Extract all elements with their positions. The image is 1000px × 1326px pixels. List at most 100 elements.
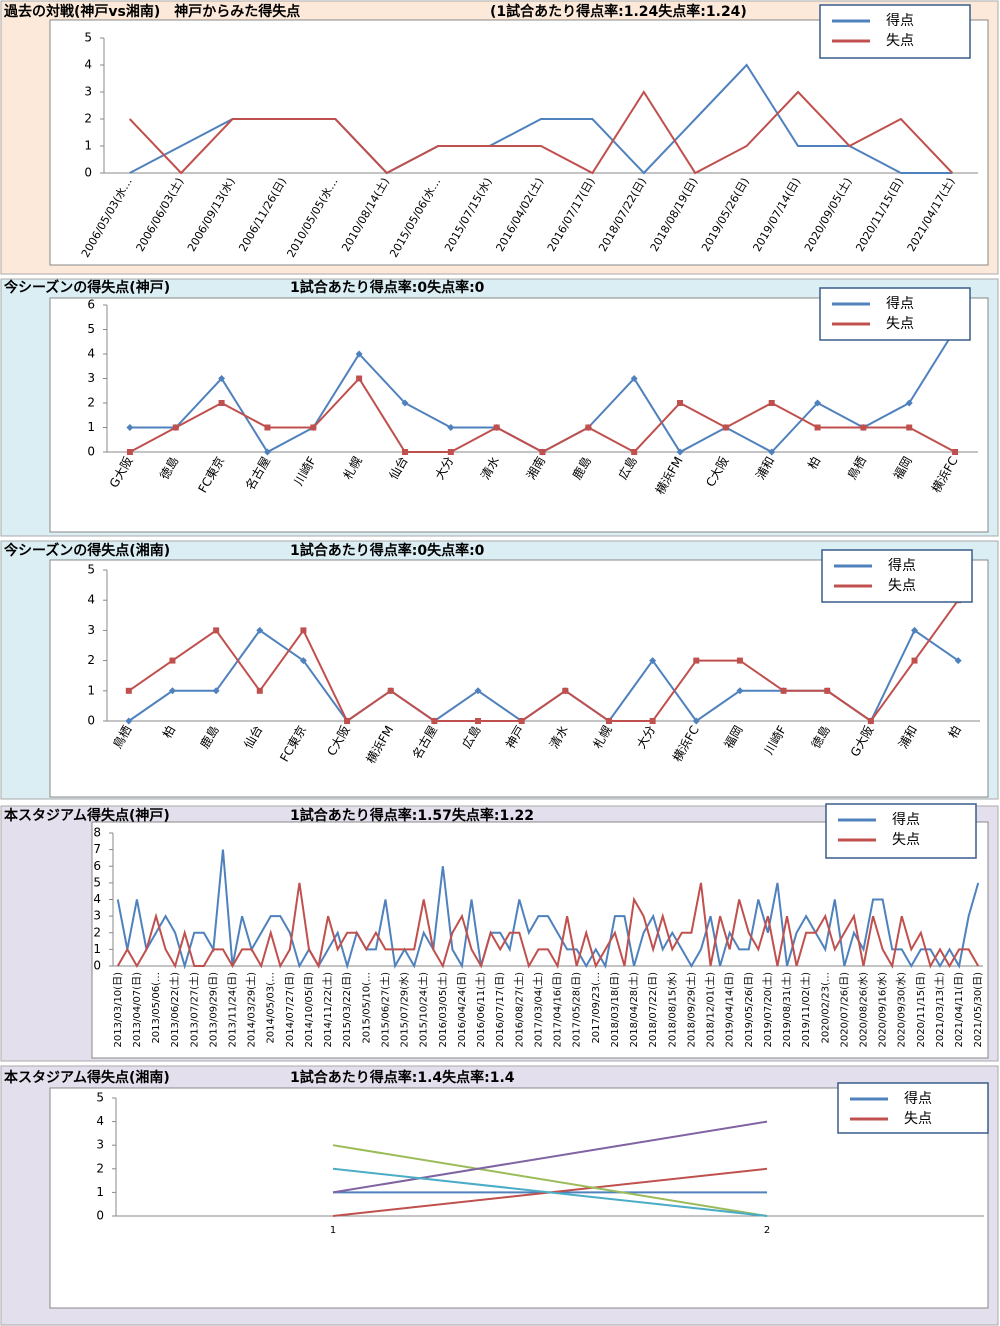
y-tick-label: 4 [96,1114,104,1128]
x-tick-label: 2020/02/23(… [820,972,831,1044]
marker [585,424,592,431]
legend-box [825,803,977,859]
x-tick-label: 2014/05/03(… [266,972,277,1044]
x-tick-label: 2017/03/04(土) [531,972,544,1048]
marker [693,657,700,664]
legend-label: 失点 [904,1111,932,1127]
marker [212,687,220,695]
legend-label: 得点 [904,1090,932,1107]
marker [344,718,351,724]
x-tick-label: 2014/03/29(土) [245,972,258,1048]
marker [169,657,176,664]
x-tick-label: 2018/07/22(日) [648,972,659,1048]
y-tick-label: 0 [96,1209,104,1223]
x-tick-label: 2016/06/11(土) [474,972,487,1048]
x-tick-label: 2020/07/26(日) [839,972,850,1048]
x-tick-label: 2018/03/18(日) [610,972,621,1048]
chart-subtitle: 1試合あたり得点率:0失点率:0 [290,542,485,559]
series-line [332,1120,768,1194]
y-tick-label: 5 [93,875,101,889]
marker [218,375,226,382]
x-tick-label: 2013/09/29(日) [208,972,219,1048]
marker [692,717,700,725]
marker [539,449,546,455]
y-tick-label: 3 [87,623,95,637]
x-tick-label: 2 [764,1225,770,1236]
x-tick-label: 2013/03/10(日) [113,972,124,1048]
x-tick-label: 2017/09/23(… [591,972,602,1044]
x-tick-label: 2018/09/29(土) [684,972,697,1048]
legend-box [819,4,971,59]
x-tick-label: 2018/12/01(土) [704,972,717,1048]
marker [126,424,134,431]
y-tick-label: 1 [84,139,92,153]
marker [911,626,919,634]
y-tick-label: 4 [87,593,95,607]
x-tick-label: 2018/08/15(水) [666,972,678,1048]
legend-label: 失点 [892,832,920,848]
y-tick-label: 8 [93,826,101,840]
chart-title: 今シーズンの得失点(神戸) [3,279,170,296]
marker [401,399,409,407]
marker [431,718,438,724]
marker [824,687,831,694]
marker [952,449,959,455]
chart-area [49,1087,989,1309]
marker [605,718,612,724]
marker [493,424,500,431]
x-tick-label: 2019/07/20(土) [761,972,774,1048]
legend-box [837,1082,989,1134]
marker [401,449,408,455]
y-tick-label: 4 [93,892,101,906]
chart-title: 本スタジアム得失点(神戸) [4,807,170,824]
legend-box [821,549,973,603]
x-tick-label: 2019/04/14(日) [725,972,736,1048]
marker [905,399,913,407]
x-tick-label: 2015/10/24(土) [417,972,430,1048]
y-tick-label: 5 [87,322,95,336]
marker [867,718,874,724]
marker [310,424,317,431]
marker [356,375,363,382]
marker [911,657,918,664]
marker [447,424,455,431]
x-tick-label: 2015/05/10(… [361,972,372,1044]
marker [649,718,656,724]
x-tick-label: 2016/08/27(土) [512,972,525,1048]
chart-title: 今シーズンの得失点(湘南) [3,542,170,559]
marker [218,400,225,406]
marker [954,657,962,665]
y-tick-label: 5 [96,1091,104,1105]
marker [447,449,454,455]
x-tick-label: 2021/04/11(日) [954,972,965,1048]
series-line [128,90,954,175]
legend-label: 失点 [888,578,916,594]
series-line [116,849,980,970]
marker [168,687,176,695]
x-tick-label: 1 [330,1225,336,1236]
y-tick-label: 5 [87,563,95,577]
chart-area [91,821,989,1059]
legend-label: 得点 [892,811,920,828]
y-tick-label: 3 [93,909,101,923]
legend-label: 得点 [886,12,914,29]
marker [126,449,133,455]
marker [768,448,776,456]
marker [475,718,482,724]
marker [676,448,684,456]
y-tick-label: 2 [93,925,101,939]
x-tick-label: 2021/03/13(土) [933,972,946,1048]
marker [814,399,822,407]
marker [518,718,525,724]
series-line [116,882,980,969]
x-tick-label: 2016/07/17(日) [495,972,506,1048]
series-line [332,1144,768,1217]
y-tick-label: 5 [84,31,92,45]
marker [125,717,133,725]
marker [562,687,569,694]
x-tick-label: 2014/10/05(日) [304,972,315,1048]
x-tick-label: 2019/11/02(土) [799,972,812,1048]
marker [355,350,363,358]
legend-label: 得点 [886,295,914,312]
